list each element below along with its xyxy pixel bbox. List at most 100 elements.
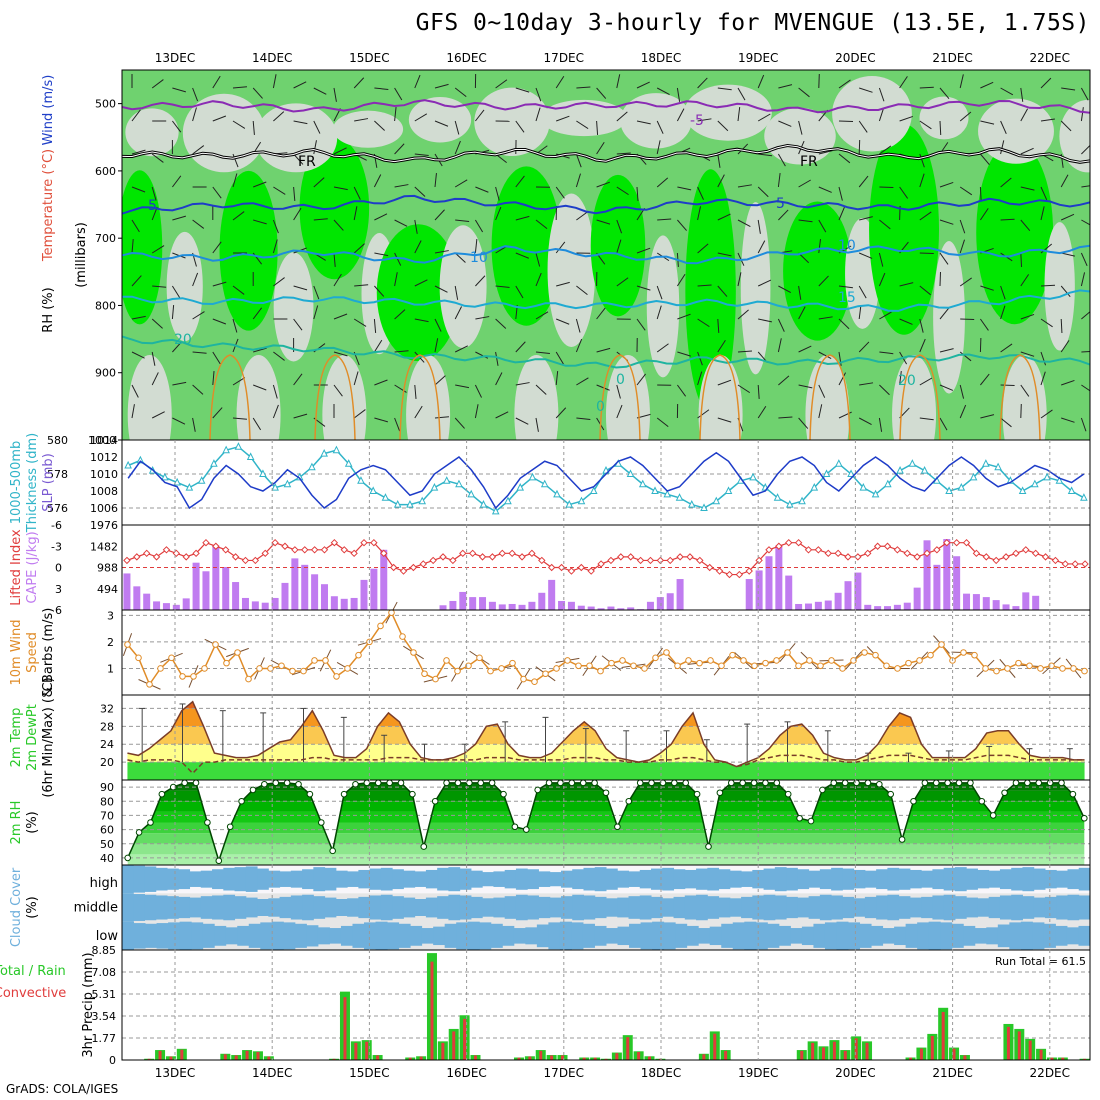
wind-barb	[777, 338, 782, 353]
wind-barb	[636, 81, 650, 89]
wind-barb	[434, 285, 448, 293]
lifted-index-point	[488, 553, 497, 561]
wind-barb	[1040, 243, 1053, 254]
wind-barb	[1020, 147, 1034, 155]
wind-barb	[394, 417, 401, 432]
cloud-high-cell	[696, 868, 708, 890]
cape-bar	[913, 587, 921, 610]
wind-speed-line-point	[531, 678, 538, 686]
cape-bar	[765, 556, 773, 610]
cape-bar	[301, 564, 309, 610]
thickness-line-point	[810, 482, 819, 491]
wind-barb	[1061, 417, 1075, 423]
wind-barb	[353, 206, 358, 221]
cape-bar	[854, 572, 862, 610]
cloud-high-cell	[932, 869, 945, 890]
cloud-middle-cell	[290, 895, 303, 920]
lifted-index-point	[419, 560, 427, 568]
cape-bar	[577, 605, 585, 610]
cloud-high-cell	[133, 865, 146, 893]
wind-barb	[192, 384, 204, 395]
wind-barb	[212, 351, 221, 365]
cloud-middle-cell	[819, 894, 832, 921]
wind-barb	[919, 338, 926, 353]
wind-barb	[374, 87, 389, 90]
contour-label: FR	[298, 154, 316, 170]
wind-barb	[414, 240, 422, 254]
rh-blob	[127, 355, 172, 440]
date-label-bottom: 17DEC	[544, 1066, 584, 1080]
wind-barb	[616, 219, 623, 234]
wind-barb	[959, 277, 972, 287]
wind-barb	[979, 186, 982, 202]
wind-barb	[818, 316, 833, 320]
wind-speed-line-point	[256, 665, 263, 672]
wind-barb	[798, 345, 812, 353]
thickness-line-point	[271, 482, 279, 491]
cloud-middle-cell	[999, 895, 1012, 920]
cloud-middle-cell	[257, 899, 269, 916]
thickness-line-point	[344, 459, 353, 467]
wind-barb	[293, 81, 307, 89]
thickness-line-point	[675, 493, 684, 501]
wind-barb	[171, 285, 181, 299]
wind-barb	[838, 285, 853, 289]
rh-blob	[933, 241, 965, 394]
wind-barb	[778, 285, 791, 294]
rh-blob	[783, 201, 852, 341]
cape-bar	[617, 608, 625, 610]
wind-barb	[535, 219, 548, 230]
cloud-middle-cell	[639, 895, 652, 920]
wind-barb	[1000, 305, 1006, 320]
cloud-middle-cell	[347, 898, 359, 917]
wind-barb	[616, 277, 629, 287]
cloud-high-cell	[369, 868, 382, 890]
cloud-middle-cell	[988, 896, 1001, 919]
rh2m-line-point	[841, 779, 849, 787]
rh2m-line-point	[420, 843, 428, 850]
wind-speed-line-point	[938, 641, 945, 648]
wind-barb	[374, 252, 389, 257]
lifted-index-line	[126, 541, 1086, 576]
cloud-low-cell	[548, 922, 561, 950]
rh2m-line-point	[283, 779, 291, 787]
cloud-middle-cell	[560, 896, 573, 919]
convective-bar	[463, 1018, 467, 1060]
cloud-high-cell	[887, 867, 900, 891]
wind-barb	[212, 371, 215, 386]
rh-blob	[976, 141, 1054, 325]
cloud-low-cell	[145, 923, 158, 948]
lifted-index-point	[577, 563, 586, 572]
rh2m-line-point	[249, 786, 257, 794]
wind-speed-line-point	[201, 665, 208, 672]
wind-barb	[576, 86, 591, 89]
wind-barb	[677, 351, 691, 357]
cloud-middle-cell	[167, 896, 179, 919]
lifted-index-point	[547, 563, 556, 572]
cape-bar	[755, 570, 763, 610]
cloud-low-cell	[467, 921, 480, 950]
cloud-low-cell	[686, 925, 699, 946]
cloud-middle-cell	[729, 898, 742, 917]
wind-speed-line-point	[993, 667, 1000, 675]
thickness-line-point	[161, 472, 169, 481]
contour-3	[122, 194, 1090, 215]
wind-barb	[576, 285, 588, 296]
cloud-middle-cell	[707, 896, 720, 919]
lifted-index-point	[745, 567, 753, 575]
wind-barb	[717, 87, 732, 91]
wind-speed-line-point	[542, 670, 549, 678]
wind-barb	[495, 411, 509, 419]
wind-barb	[394, 184, 409, 188]
wind-barb	[858, 120, 868, 133]
wind-speed-line-point	[927, 651, 934, 659]
wind-speed-line-point	[322, 657, 329, 664]
convective-bar	[658, 1058, 662, 1060]
slp-frame	[121, 439, 1091, 526]
wind-barb	[798, 306, 806, 320]
convective-bar	[593, 1057, 597, 1060]
cloud-high-cell	[1033, 868, 1046, 890]
wind-barb	[778, 209, 789, 221]
cape-bar	[311, 574, 319, 610]
rh2m-line-point	[454, 779, 462, 787]
